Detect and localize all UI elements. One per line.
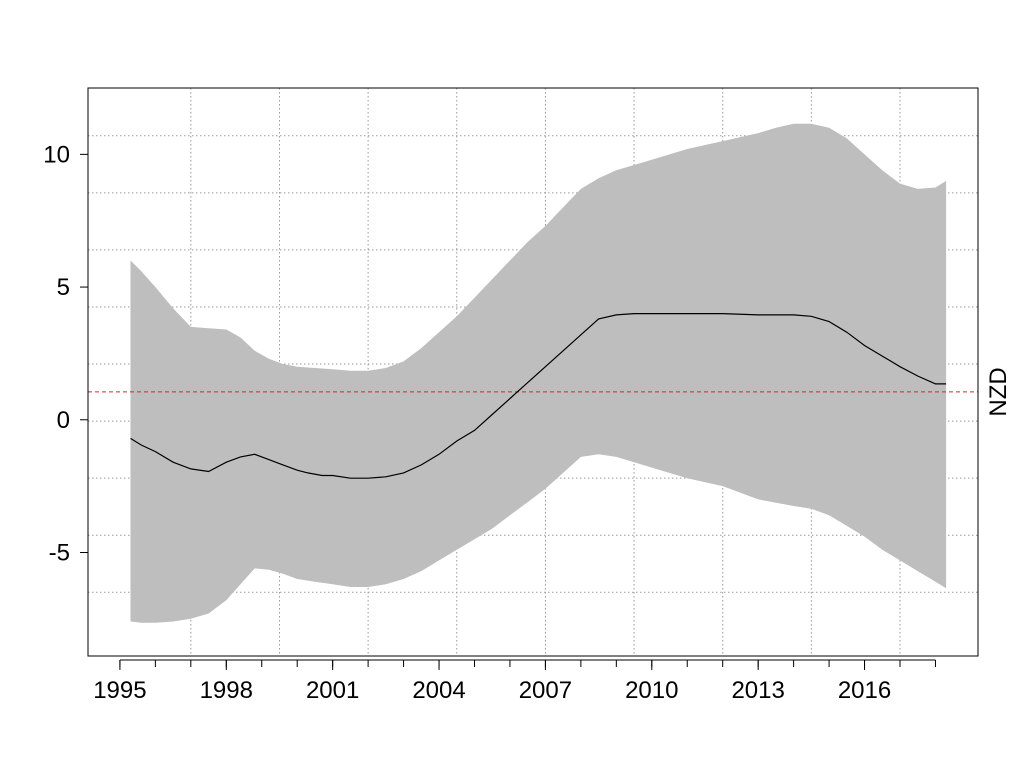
- x-axis: 1995 1998 2001 2004 2007 2010 2013 2016: [93, 659, 936, 704]
- x-tick-label: 2007: [519, 677, 572, 704]
- x-tick-label: 2013: [731, 677, 784, 704]
- y-tick-label: -5: [49, 539, 70, 566]
- y-tick-label: 0: [57, 407, 70, 434]
- estimate-line: [130, 313, 947, 479]
- x-tick-label: 2016: [838, 677, 891, 704]
- x-tick-label: 1995: [93, 677, 146, 704]
- estimate-line-layer: [130, 313, 947, 479]
- y-axis: -5 0 5 10: [43, 141, 89, 566]
- x-tick-label: 2004: [412, 677, 465, 704]
- y-axis-label: NZD: [985, 367, 1012, 416]
- x-tick-label: 2010: [625, 677, 678, 704]
- x-tick-label: 1998: [200, 677, 253, 704]
- x-tick-label: 2001: [306, 677, 359, 704]
- y-tick-label: 5: [57, 274, 70, 301]
- y-tick-label: 10: [43, 141, 70, 168]
